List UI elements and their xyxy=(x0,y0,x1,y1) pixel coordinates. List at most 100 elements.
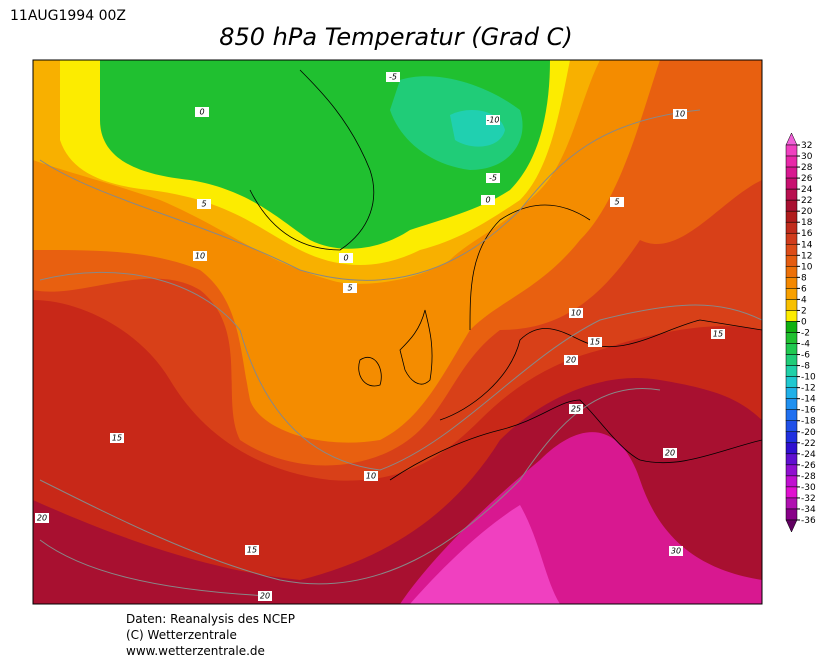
contour-label-box xyxy=(386,72,400,82)
contour-label: 5 xyxy=(201,200,206,209)
colorbar-box xyxy=(785,310,798,322)
colorbar-box xyxy=(785,332,798,344)
colorbar-box xyxy=(785,508,798,521)
colorbar-box xyxy=(785,464,798,477)
contour-label-box xyxy=(195,107,209,117)
colorbar-box xyxy=(785,244,798,256)
colorbar-end xyxy=(785,519,798,533)
colorbar-label: 20 xyxy=(801,207,813,217)
colorbar-box xyxy=(785,398,798,410)
colorbar-label: -32 xyxy=(801,494,816,504)
contour-label-box xyxy=(110,433,124,443)
colorbar-label: -18 xyxy=(801,417,816,427)
footer-line: www.wetterzentrale.de xyxy=(126,644,265,656)
contour-label-box xyxy=(569,404,583,414)
colorbar-label: -8 xyxy=(801,362,810,372)
contour-label-box xyxy=(673,109,687,119)
colorbar-label: -12 xyxy=(801,384,816,394)
contour-label: -10 xyxy=(486,116,499,125)
contour-label: 5 xyxy=(347,284,352,293)
colorbar-label: 8 xyxy=(801,273,807,283)
colorbar-label: -22 xyxy=(801,439,816,449)
title: 850 hPa Temperatur (Grad C) xyxy=(219,23,573,51)
contour-label-box xyxy=(569,308,583,318)
contour-label-box xyxy=(588,337,602,347)
colorbar-box xyxy=(785,166,798,179)
map-frame xyxy=(32,59,763,605)
colorbar-label: -26 xyxy=(801,461,816,471)
colorbar-label: -36 xyxy=(801,516,816,526)
contour-label-box xyxy=(486,115,500,125)
contour-label: -5 xyxy=(389,73,397,82)
contour-label: 20 xyxy=(260,592,270,601)
colorbar-box xyxy=(785,387,798,399)
colorbar-box xyxy=(785,199,798,212)
colorbar-box xyxy=(785,255,798,267)
colorbar-label: -4 xyxy=(801,340,810,350)
colorbar-label: 16 xyxy=(801,229,813,239)
colorbar-box xyxy=(785,442,798,455)
contour-label: 0 xyxy=(199,108,204,117)
colorbar-box xyxy=(785,221,798,234)
contour-label: 30 xyxy=(671,547,681,556)
colorbar-box xyxy=(785,232,798,245)
contour-label-box xyxy=(245,545,259,555)
colorbar-box xyxy=(785,188,798,201)
contour-label: 20 xyxy=(665,449,675,458)
contour-label: 20 xyxy=(566,356,576,365)
contour-label: 0 xyxy=(485,196,490,205)
colorbar-label: 2 xyxy=(801,306,807,316)
contour-label-box xyxy=(610,197,624,207)
colorbar-box xyxy=(785,266,798,278)
colorbar-box xyxy=(785,497,798,510)
colorbar: 32302826242220181614121086420-2-4-6-8-10… xyxy=(785,132,816,533)
contour-label: 15 xyxy=(713,330,723,339)
map: -5 0 -10 -5 0 5 10 5 10 0 5 10 15 15 20 25 20 15 10 20 15 30 2… xyxy=(32,59,763,605)
colorbar-box xyxy=(785,354,798,366)
contour-label: 10 xyxy=(195,252,205,261)
colorbar-box xyxy=(785,475,798,488)
colorbar-label: -34 xyxy=(801,505,816,515)
contour-label-box xyxy=(486,173,500,183)
colorbar-label: 30 xyxy=(801,152,813,162)
contour-label-box xyxy=(193,251,207,261)
colorbar-box xyxy=(785,431,798,444)
colorbar-box xyxy=(785,453,798,466)
colorbar-label: 28 xyxy=(801,163,813,173)
colorbar-box xyxy=(785,420,798,433)
contour-label-box xyxy=(711,329,725,339)
contour-label: 15 xyxy=(112,434,122,443)
colorbar-box xyxy=(785,144,798,157)
region-hottest xyxy=(410,505,560,604)
colorbar-box xyxy=(785,288,798,300)
contour-label: 15 xyxy=(247,546,257,555)
colorbar-label: 4 xyxy=(801,295,807,305)
colorbar-label: 12 xyxy=(801,251,812,261)
colorbar-box xyxy=(785,365,798,377)
colorbar-label: 26 xyxy=(801,174,813,184)
colorbar-label: 0 xyxy=(801,317,807,327)
colorbar-label: 14 xyxy=(801,240,813,250)
colorbar-label: -6 xyxy=(801,351,810,361)
contour-label: 10 xyxy=(366,472,376,481)
colorbar-end xyxy=(785,132,798,146)
contour-label: 10 xyxy=(571,309,581,318)
contour-label-box xyxy=(35,513,49,523)
colorbar-label: -30 xyxy=(801,483,816,493)
colorbar-label: 6 xyxy=(801,284,807,294)
colorbar-label: 24 xyxy=(801,185,813,195)
colorbar-label: -24 xyxy=(801,450,816,460)
colorbar-box xyxy=(785,277,798,289)
contour-label: 10 xyxy=(675,110,685,119)
colorbar-box xyxy=(785,343,798,355)
colorbar-label: -20 xyxy=(801,428,816,438)
colorbar-box xyxy=(785,177,798,190)
colorbar-label: 22 xyxy=(801,196,812,206)
footer-line: (C) Wetterzentrale xyxy=(126,628,237,642)
contour-label-box xyxy=(258,591,272,601)
contour-labels: -5 0 -10 -5 0 5 10 5 10 0 5 10 15 15 20 25 20 15 10 20 15 30 2… xyxy=(35,72,725,601)
colorbar-label: -2 xyxy=(801,329,810,339)
colorbar-box xyxy=(785,155,798,168)
contour-label: 20 xyxy=(37,514,47,523)
colorbar-label: -10 xyxy=(801,373,816,383)
